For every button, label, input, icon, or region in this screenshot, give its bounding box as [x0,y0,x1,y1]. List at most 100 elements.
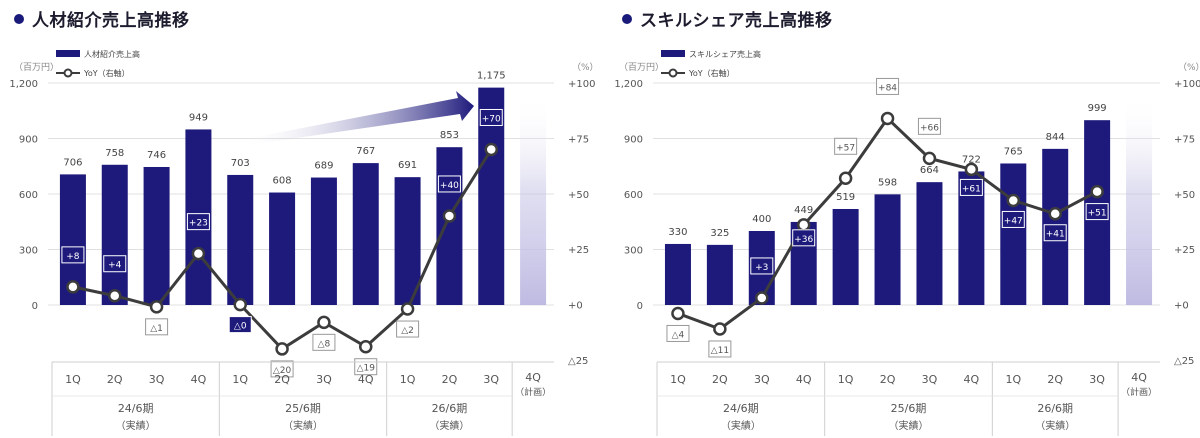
yoy-label: △4 [672,330,685,340]
bar-value-label: 608 [273,176,292,187]
y-tick-label: 600 [624,190,643,201]
legend-bar-label: 人材紹介売上高 [84,49,140,59]
yoy-marker [108,288,122,303]
bar [143,166,170,305]
legend-bar-swatch [661,50,685,57]
legend-line-marker [63,68,73,78]
yoy-label: +3 [755,263,768,273]
panel-right: スキルシェア売上高推移 （百万円） （%） スキルシェア売上高 YoY（右軸） 0 300… [600,0,1200,438]
category-label: 1Q [65,373,81,386]
yoy-marker [964,162,979,177]
yoy-label: +84 [878,83,897,93]
yoy-marker [149,300,164,314]
yoy-label: +66 [920,123,939,133]
y-tick-label: 300 [19,246,38,257]
yoy-label-box [666,324,690,342]
bar-value-label: 758 [105,148,124,159]
yoy-marker [484,142,498,157]
group-sublabel: （実績） [283,419,323,432]
bar-value-label: 689 [314,161,333,172]
yoy-label-box [917,117,941,135]
y2-tick-label: +25 [568,245,589,256]
group-label: 26/6期 [432,402,468,415]
yoy-marker [66,280,80,294]
y-tick-label: 1,200 [614,79,643,90]
yoy-label: +36 [794,235,813,245]
category-label: 2Q [107,373,123,386]
category-label: 4Q [191,373,207,386]
category-label: 1Q [232,373,248,386]
group-label: 25/6期 [285,402,321,415]
bar [436,147,463,305]
yoy-label-box [959,178,983,196]
yoy-label-box [750,257,774,275]
bar-value-label: 1,175 [477,71,506,82]
chart-svg-human-resources: （百万円） （%） 人材紹介売上高 YoY（右軸） 0 300 600 900 1,200 △25… [9,49,599,436]
yoy-marker [275,342,289,356]
bar [706,244,733,305]
yoy-label: +23 [189,219,208,229]
trend-arrow-icon [240,91,474,146]
category-label-plan-sub: （計画） [1121,386,1157,398]
plan-bar [1126,93,1153,305]
category-label: 4Q [796,373,812,386]
group-label: 24/6期 [723,402,759,415]
category-label: 2Q [442,373,458,386]
category-label: 4Q [964,373,980,386]
category-label: 2Q [880,373,896,386]
category-label: 3Q [754,373,770,386]
group-sublabel: （実績） [429,419,469,432]
bar-value-label: 664 [920,165,939,176]
yoy-marker [1090,184,1104,199]
category-label: 2Q [1047,373,1063,386]
y2-tick-label: △25 [568,356,588,367]
legend-bar-label: スキルシェア売上高 [689,49,761,59]
bar [227,174,254,305]
category-label: 1Q [400,373,416,386]
yoy-label-box [792,229,816,247]
bar [832,208,859,305]
category-label: 3Q [149,373,165,386]
bar-value-label: 706 [63,157,82,168]
yoy-label: △19 [357,364,376,374]
bar-value-label: 330 [668,227,687,238]
yoy-label-box [145,318,169,336]
yoy-marker [713,322,727,336]
bar-value-label: 325 [710,228,729,239]
chart-svg-skill-share: （百万円） （%） スキルシェア売上高 YoY（右軸） 0 300 600 900 1,200 △… [614,49,1200,436]
legend-bar-swatch [56,50,80,57]
group-label: 24/6期 [118,402,154,415]
yoy-label: △1 [150,324,163,334]
yoy-label: +57 [836,143,855,153]
group-label: 25/6期 [891,402,927,415]
yoy-label-box [312,333,336,351]
bar-value-label: 949 [189,112,208,123]
yoy-label-box [834,137,858,155]
yoy-label-box [1001,210,1025,228]
legend-line-label: YoY（右軸） [688,68,735,78]
bar-value-label: 400 [752,214,771,225]
yoy-marker [671,306,685,321]
yoy-label: +41 [1046,230,1065,240]
yoy-label-box [1085,203,1109,221]
category-label: 3Q [483,373,499,386]
yoy-marker [755,291,769,305]
bar-value-label: 598 [878,177,897,188]
group-sublabel: （実績） [721,419,761,432]
y2-tick-label: +25 [1174,245,1195,256]
yoy-marker [400,302,415,316]
title-bullet-icon [14,13,24,24]
y2-tick-label: +50 [1174,190,1195,201]
yoy-label: +51 [1088,209,1107,219]
bar [269,192,296,305]
bar [101,164,128,305]
title-bullet-icon [622,13,632,24]
bar-value-label: 767 [356,146,375,157]
y-tick-label: 0 [637,301,643,312]
yoy-label: +4 [108,261,122,271]
yoy-marker [1006,193,1021,208]
y-tick-label: 300 [624,246,643,257]
yoy-marker [442,209,457,223]
yoy-marker [922,151,937,166]
y2-tick-label: +75 [568,134,589,145]
